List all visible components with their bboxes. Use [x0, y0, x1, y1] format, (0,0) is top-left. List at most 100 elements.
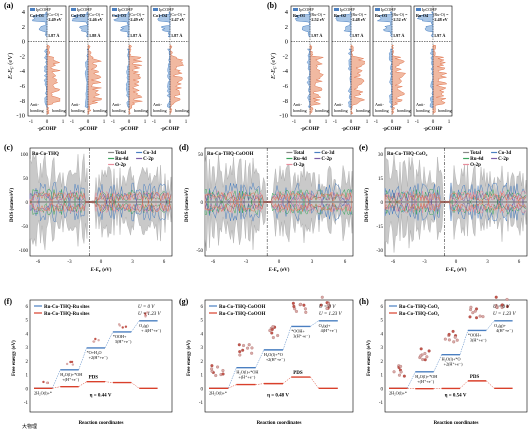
pcohp-panel — [150, 5, 190, 117]
panel-letter: (c) — [4, 143, 13, 152]
atom-icon — [421, 358, 425, 362]
energy-ytick: 0 — [381, 387, 384, 392]
panel-f: Free energy (eV) — [12, 299, 173, 413]
panel-e: E-EF (eV) DOS (states/eV) — [365, 147, 528, 273]
site-label: Ru-O3 — [375, 13, 387, 18]
site-label: Co1-O1 — [30, 13, 44, 18]
xtick-label: 1 — [366, 120, 369, 125]
site-label: Ru-O2 — [334, 13, 346, 18]
atom-icon — [325, 306, 329, 310]
dos-ytick: -100 — [19, 249, 29, 254]
step-label-2: + 4(H⁺+e⁻) — [141, 328, 162, 333]
step-label: O₂(g)+ — [494, 323, 506, 328]
atom-icon — [319, 303, 323, 307]
bond-label: (Co-O) = — [129, 12, 145, 17]
step-label-2: 4(H⁺+e⁻) — [496, 328, 513, 333]
step-label: *OOH+ — [468, 332, 482, 337]
step-label: O₂(g) — [139, 323, 149, 328]
dos-xtick: 3 — [131, 260, 134, 265]
atom-icon — [427, 349, 431, 353]
atom-icon — [237, 343, 241, 347]
dos-legend-label: Total — [115, 151, 127, 156]
pds-label: PDS — [89, 376, 99, 381]
pcohp-xlabel: -pCOHP — [424, 127, 443, 132]
bond-distance: 1.87 Å — [48, 33, 59, 38]
energy-ytick: 0 — [201, 387, 204, 392]
u0-label: U = 0 V — [493, 305, 510, 310]
step-label-2: 4(H⁺+e⁻) — [321, 328, 338, 333]
dos-title: Ru-Co-THQ — [32, 152, 59, 157]
anti-bonding-label: bonding — [416, 108, 431, 113]
dos-xtick: -3 — [422, 260, 427, 265]
site-label: Co1-O4 — [153, 13, 168, 18]
step-label: H₂O(l)+*O — [264, 352, 283, 357]
pcohp-panel — [372, 5, 412, 117]
bond-label: (Ru-O) = — [392, 12, 408, 17]
atom-icon — [443, 337, 447, 341]
energy-legend-2: Ru-Co-THQ-Ru sites — [44, 312, 89, 317]
atom-icon — [271, 325, 275, 329]
ytick-label: 2 — [285, 24, 288, 31]
atom-icon — [146, 311, 149, 314]
xtick-label: 1 — [325, 120, 328, 125]
dos-ytick: 0 — [381, 201, 384, 206]
bond-distance: 1.97 Å — [352, 33, 363, 38]
atom-icon — [250, 351, 254, 355]
dos-xtick: 6 — [344, 260, 347, 265]
xtick-label: -1 — [152, 120, 157, 125]
xtick-label: -1 — [111, 120, 116, 125]
bond-label: (Co-O) = — [88, 12, 104, 17]
icohp-value: -2.52 eV — [310, 17, 325, 22]
xtick-label: 0 — [128, 120, 131, 125]
dos-ytick: -50 — [21, 225, 28, 230]
xtick-label: 0 — [350, 120, 353, 125]
dos-legend-label: Total — [293, 151, 305, 156]
dos-ytick: 0 — [201, 201, 204, 206]
anti-bonding-label: bonding — [375, 108, 390, 113]
anti-label: Anti- — [30, 102, 39, 107]
dos-xlabel: E-EF (eV) — [445, 268, 467, 273]
panel-letter: (b) — [267, 1, 277, 10]
atom-icon — [270, 331, 274, 335]
panel-c: E-EF (eV) DOS (states/eV) — [10, 147, 173, 273]
dos-xtick: 0 — [455, 260, 458, 265]
legend-ipcohp: IpCOHP — [299, 7, 314, 12]
step-label: 2H₂O(l)+* — [34, 390, 52, 395]
pcohp-panel — [109, 5, 149, 117]
energy-ytick: 2 — [381, 360, 384, 365]
u0-label: U = 0 V — [319, 305, 336, 310]
step-label-2: +2(H⁺+e⁻) — [444, 362, 464, 367]
bond-label: (Ru-O) = — [433, 12, 449, 17]
pcohp-xlabel: -pCOHP — [342, 127, 361, 132]
atom-icon — [475, 316, 479, 320]
atom-icon — [124, 325, 128, 328]
overpotential-label: η = 0.48 V — [267, 393, 289, 398]
atom-icon — [268, 329, 272, 333]
atom-icon — [473, 309, 477, 313]
dos-title: Ru-Co-THQ-CoOOH — [207, 152, 254, 157]
legend-ipcohp: IpCOHP — [381, 7, 396, 12]
atom-icon — [92, 340, 96, 343]
dos-legend-label: C-2p — [498, 157, 509, 162]
ytick-label: -6 — [20, 83, 26, 90]
pcohp-panel — [68, 5, 108, 117]
energy-ytick: 1 — [26, 374, 29, 379]
panel-letter: (g) — [179, 297, 189, 306]
atom-icon — [238, 353, 242, 357]
atom-icon — [210, 364, 214, 368]
overpotential-label: η = 0.54 V — [445, 393, 467, 398]
u1-label: U = 1.23 V — [319, 312, 342, 317]
energy-ytick: 2 — [26, 360, 29, 365]
step-label: H₂O(l)+*OH — [236, 370, 258, 375]
dos-ytick: 30 — [378, 153, 384, 158]
atom-icon — [505, 305, 509, 309]
xtick-label: -1 — [29, 120, 34, 125]
dos-legend-label: Ru-4d — [115, 157, 129, 162]
atom-icon — [302, 303, 306, 307]
xtick-label: 1 — [407, 120, 410, 125]
atom-icon — [447, 338, 451, 342]
xtick-label: 1 — [103, 120, 106, 125]
panel-letter: (d) — [179, 143, 189, 152]
dos-ytick: 50 — [198, 153, 204, 158]
atom-icon — [292, 304, 296, 308]
